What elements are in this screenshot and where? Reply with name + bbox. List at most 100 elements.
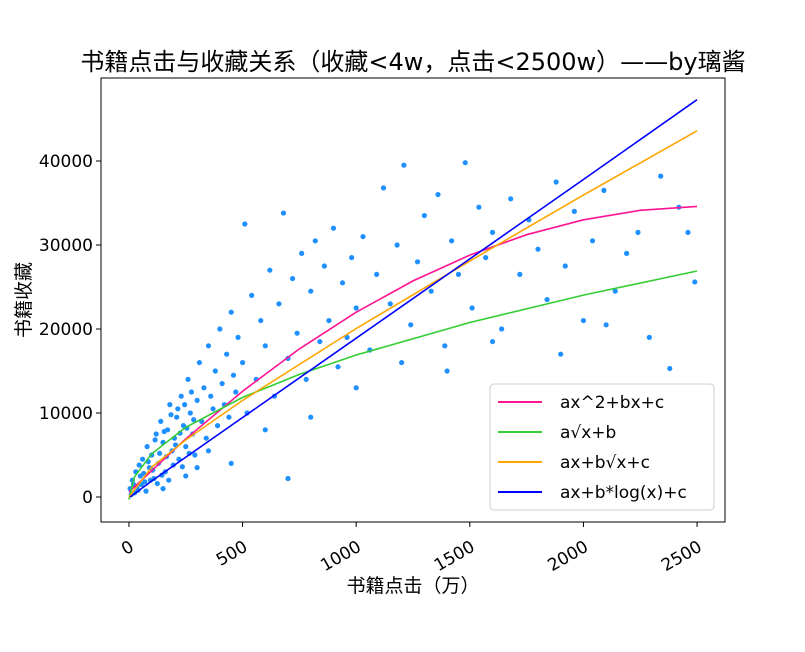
data-point (153, 431, 159, 437)
data-point (201, 385, 207, 391)
data-point (601, 187, 607, 193)
data-point (330, 225, 337, 231)
data-point (321, 263, 327, 269)
y-tick-label: 20000 (39, 320, 93, 340)
data-point (230, 372, 237, 378)
data-point (489, 229, 496, 235)
data-point (414, 259, 421, 265)
plot-frame (100, 77, 726, 523)
data-point (553, 179, 559, 185)
data-point (646, 334, 652, 340)
data-point (136, 462, 142, 468)
data-point (517, 271, 523, 277)
data-point (667, 365, 673, 372)
y-axis: 0 10000 20000 30000 40000 (39, 152, 101, 508)
data-point (489, 338, 496, 345)
legend-box (489, 383, 715, 511)
data-point (635, 229, 641, 235)
data-point (299, 250, 305, 256)
data-point (167, 401, 173, 408)
x-tick-label: 1500 (431, 537, 478, 576)
x-tick-label: 0 (118, 537, 137, 560)
data-point (349, 254, 355, 261)
data-point (262, 343, 268, 349)
data-point (444, 368, 450, 374)
data-point (508, 196, 514, 202)
data-point (289, 275, 296, 282)
y-axis-label: 书籍收藏 (13, 262, 35, 338)
data-point (399, 359, 405, 366)
data-point (455, 271, 462, 277)
legend-label: ax^2+bx+c (560, 393, 664, 413)
data-point (401, 162, 407, 168)
data-point (217, 326, 223, 332)
data-point (580, 317, 587, 324)
x-tick-label: 500 (213, 537, 251, 571)
data-point (182, 401, 188, 408)
data-point (589, 238, 596, 244)
data-point (624, 250, 630, 256)
data-point (294, 330, 300, 336)
data-point (317, 338, 323, 345)
data-point (308, 288, 314, 294)
y-tick-label: 40000 (39, 152, 93, 172)
data-point (258, 317, 264, 324)
data-point (360, 233, 366, 240)
data-point (174, 414, 180, 420)
data-point (408, 322, 414, 328)
data-point (192, 452, 198, 458)
data-point (208, 393, 214, 399)
fit-line (128, 130, 698, 498)
data-point (233, 389, 239, 395)
data-point (166, 477, 172, 483)
data-point (205, 448, 212, 454)
data-point (183, 443, 189, 450)
data-point (175, 406, 181, 412)
data-point (158, 418, 164, 424)
data-point (185, 376, 191, 382)
fit-curves (128, 99, 698, 500)
fit-line (128, 270, 698, 500)
data-point (603, 322, 609, 328)
data-point (387, 301, 393, 307)
data-point (571, 208, 577, 214)
data-point (235, 334, 241, 340)
data-point (152, 437, 158, 443)
data-point (476, 204, 482, 210)
legend-label: a√x+b (560, 423, 616, 443)
data-point (312, 238, 318, 244)
data-point (462, 160, 468, 166)
legend-label: ax+b*log(x)+c (560, 483, 687, 503)
data-point (353, 385, 359, 391)
data-point (154, 480, 160, 487)
data-point (435, 191, 441, 198)
data-point (144, 443, 150, 450)
y-tick-label: 0 (82, 488, 93, 508)
legend-label: ax+b√x+c (560, 453, 650, 473)
data-point (168, 412, 174, 418)
data-point (187, 410, 193, 416)
data-point (544, 296, 550, 303)
data-point (194, 465, 200, 471)
data-point (262, 427, 268, 433)
data-point (196, 359, 202, 366)
data-point (535, 246, 541, 252)
data-point (161, 428, 167, 435)
data-point (276, 301, 282, 307)
data-point (558, 351, 564, 357)
data-point (612, 288, 618, 294)
x-tick-label: 1000 (317, 537, 364, 576)
data-point (239, 359, 246, 366)
data-point (226, 414, 232, 420)
data-point (179, 464, 185, 470)
data-point (499, 326, 505, 332)
data-point (242, 221, 248, 227)
data-point (139, 456, 146, 462)
data-point (374, 271, 380, 277)
data-point (194, 397, 200, 403)
data-point (267, 267, 273, 273)
data-point (214, 422, 221, 429)
data-point (394, 242, 400, 248)
x-tick-label: 2500 (658, 537, 705, 576)
